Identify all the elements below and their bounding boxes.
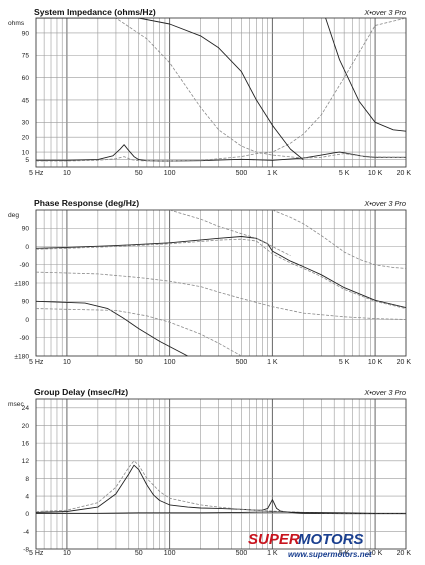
series-group xyxy=(36,18,406,162)
x-tick-label: 5 Hz xyxy=(29,359,44,366)
y-tick-label: 24 xyxy=(22,405,30,412)
x-tick-label: 50 xyxy=(135,170,143,177)
y-tick-label: ±180 xyxy=(14,353,29,360)
y-tick-label: 75 xyxy=(22,53,30,60)
series-group xyxy=(36,210,406,356)
x-tick-label: 100 xyxy=(164,170,176,177)
y-tick-label: 8 xyxy=(25,476,29,483)
series-line-1 xyxy=(36,464,406,515)
y-tick-label: 16 xyxy=(22,441,30,448)
chart-brand-label: X•over 3 Pro xyxy=(363,8,406,17)
x-tick-label: 500 xyxy=(236,359,248,366)
series-line-3 xyxy=(36,511,406,514)
series-line-4 xyxy=(272,210,406,269)
x-tick-label: 100 xyxy=(164,550,176,557)
series-line-2 xyxy=(36,18,406,162)
x-tick-label: 10 K xyxy=(368,550,383,557)
y-tick-label: -4 xyxy=(23,529,29,536)
series-line-6 xyxy=(36,300,188,356)
y-tick-label: 90 xyxy=(22,226,30,233)
x-tick-label: 1 K xyxy=(267,359,278,366)
x-tick-label: 10 xyxy=(63,359,71,366)
plot-frame xyxy=(35,209,407,357)
watermark-brand-blue: MOTORS xyxy=(298,531,364,548)
x-tick-label: 10 xyxy=(63,170,71,177)
y-tick-label: ±180 xyxy=(14,280,29,287)
chart-title: System Impedance (ohms/Hz) xyxy=(34,7,156,17)
series-line-3 xyxy=(36,18,406,159)
y-unit-label: ohms xyxy=(8,20,25,27)
x-tick-label: 10 K xyxy=(368,170,383,177)
x-tick-label: 5 K xyxy=(339,359,350,366)
y-tick-label: 12 xyxy=(22,458,30,465)
y-tick-label: 0 xyxy=(25,244,29,251)
y-tick-label: 45 xyxy=(22,97,30,104)
x-tick-label: 5 Hz xyxy=(29,170,44,177)
series-line-3 xyxy=(169,210,291,256)
series-line-2 xyxy=(36,238,406,309)
x-tick-label: 5 Hz xyxy=(29,550,44,557)
x-tick-label: 20 K xyxy=(397,550,412,557)
y-tick-label: 20 xyxy=(22,135,30,142)
series-line-7 xyxy=(36,308,242,356)
plot-frame xyxy=(35,17,407,168)
x-tick-label: 10 K xyxy=(368,359,383,366)
series-line-5 xyxy=(36,271,406,320)
y-tick-label: -90 xyxy=(19,262,29,269)
y-tick-label: -90 xyxy=(19,335,29,342)
plot-frame xyxy=(35,398,407,550)
y-unit-label: deg xyxy=(8,212,19,219)
chart-title: Phase Response (deg/Hz) xyxy=(34,198,139,208)
chart-brand-label: X•over 3 Pro xyxy=(363,199,406,208)
series-group xyxy=(36,460,406,515)
y-unit-label: msec xyxy=(8,401,24,408)
y-tick-label: 0 xyxy=(25,511,29,518)
chart-panel-2: Phase Response (deg/Hz) X•over 3 Prodeg90… xyxy=(8,198,411,366)
series-line-2 xyxy=(36,460,406,515)
x-tick-label: 10 xyxy=(63,550,71,557)
x-tick-label: 5 K xyxy=(339,550,350,557)
chart-panel-1: System Impedance (ohms/Hz) X•over 3 Pro oh… xyxy=(8,7,411,177)
series-line-1 xyxy=(36,144,406,162)
watermark-url: www.supermotors.net xyxy=(288,550,372,559)
y-tick-label: 4 xyxy=(25,493,29,500)
x-tick-label: 20 K xyxy=(397,170,412,177)
chart-title: Group Delay (msec/Hz) xyxy=(34,387,128,397)
x-tick-label: 5 K xyxy=(339,170,350,177)
y-tick-label: 10 xyxy=(22,150,30,157)
y-tick-label: 0 xyxy=(25,317,29,324)
x-tick-label: 100 xyxy=(164,359,176,366)
x-tick-label: 50 xyxy=(135,359,143,366)
y-tick-label: 60 xyxy=(22,75,30,82)
series-line-4 xyxy=(325,18,406,132)
y-tick-label: 90 xyxy=(22,30,30,37)
y-tick-label: 90 xyxy=(22,299,30,306)
y-tick-label: -8 xyxy=(23,546,29,553)
chart-brand-label: X•over 3 Pro xyxy=(363,388,406,397)
x-tick-label: 1 K xyxy=(267,550,278,557)
y-tick-label: 5 xyxy=(25,157,29,164)
series-line-5 xyxy=(36,18,304,160)
watermark-brand-red: SUPER xyxy=(248,531,300,548)
x-tick-label: 1 K xyxy=(267,170,278,177)
x-tick-label: 500 xyxy=(236,550,248,557)
supermotors-watermark: SUPER MOTORS www.supermotors.net xyxy=(248,531,372,559)
x-tick-label: 50 xyxy=(135,550,143,557)
y-tick-label: 30 xyxy=(22,120,30,127)
y-tick-label: 20 xyxy=(22,423,30,430)
x-tick-label: 500 xyxy=(236,170,248,177)
x-tick-label: 20 K xyxy=(397,359,412,366)
